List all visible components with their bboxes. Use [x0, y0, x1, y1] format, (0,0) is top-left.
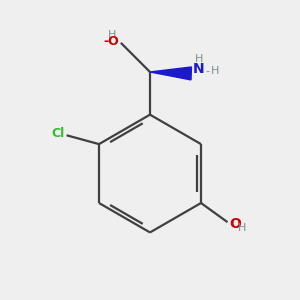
Text: H: H — [194, 54, 203, 64]
Text: H: H — [238, 223, 246, 233]
Polygon shape — [150, 67, 191, 80]
Text: H: H — [211, 66, 219, 76]
Text: Cl: Cl — [51, 127, 64, 140]
Text: -O: -O — [103, 35, 119, 48]
Text: O: O — [229, 218, 241, 232]
Text: H: H — [108, 30, 116, 40]
Text: -: - — [206, 66, 210, 76]
Text: N: N — [193, 62, 204, 76]
